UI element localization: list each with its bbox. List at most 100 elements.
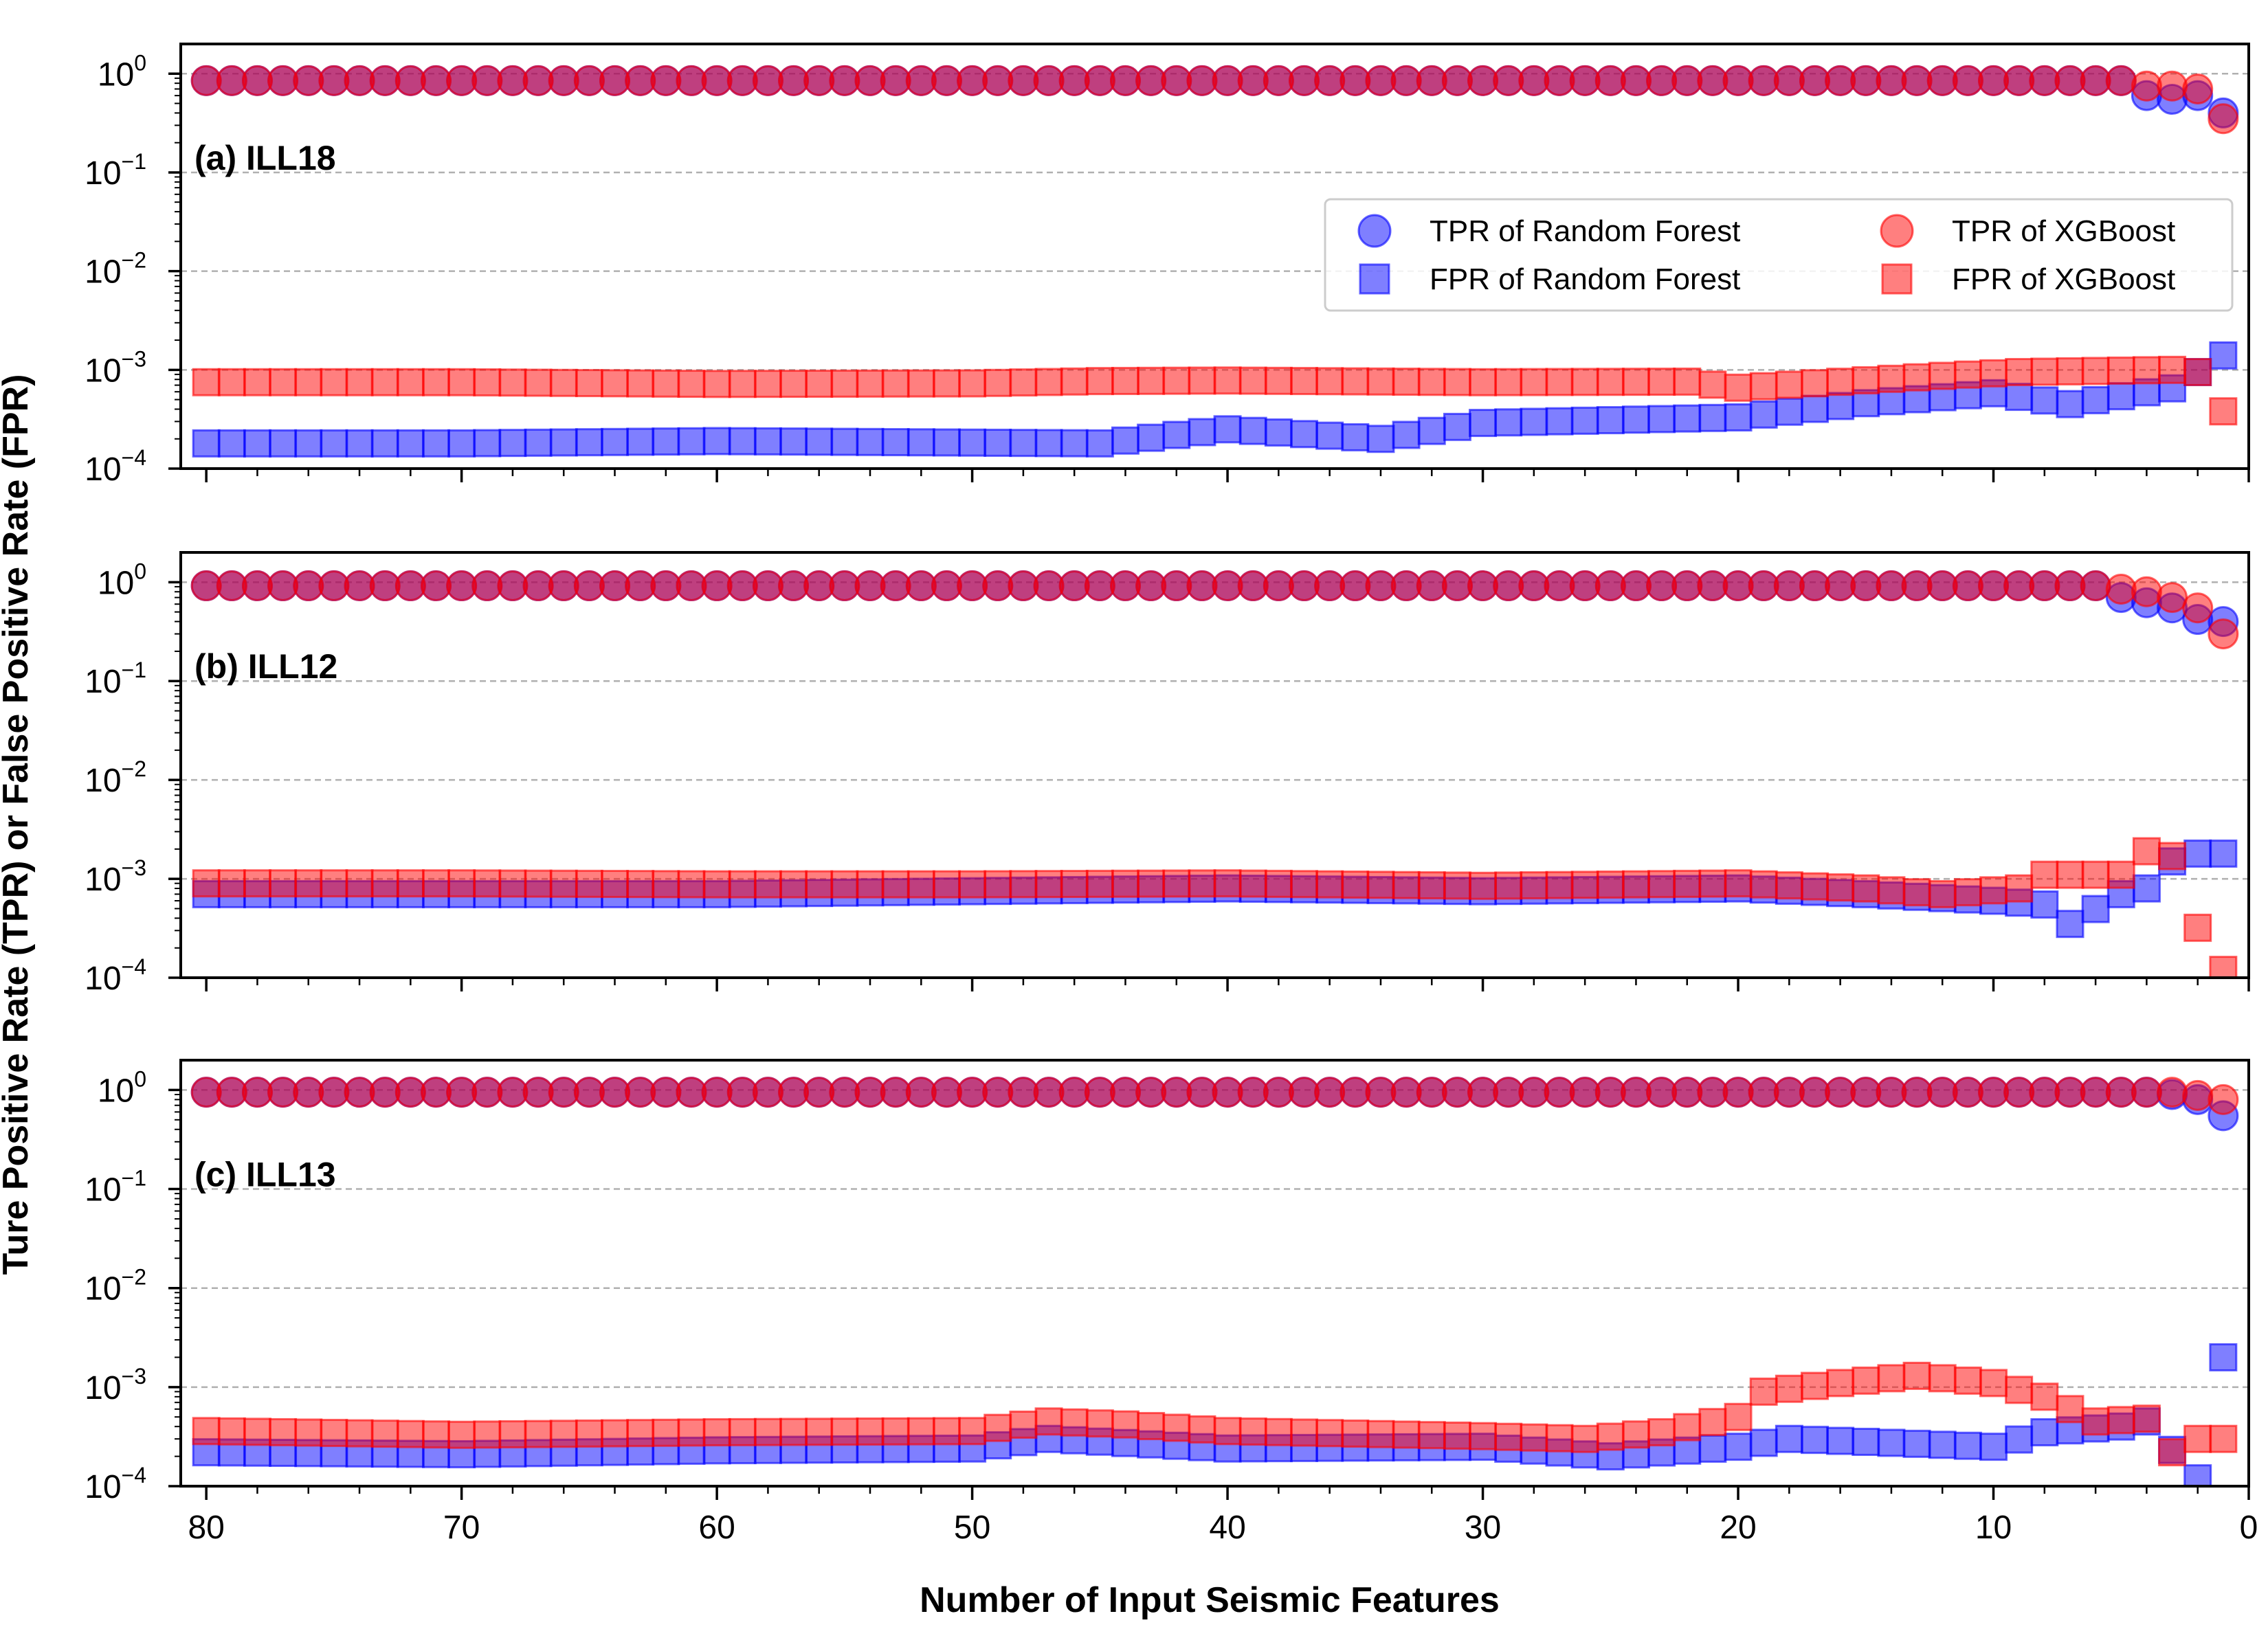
xgb-fpr-point [421,869,450,898]
xgb-fpr-point [447,368,476,396]
xgb-fpr-point [396,869,425,898]
xgb-fpr-point [1826,1369,1855,1398]
xgb-fpr-point [1698,869,1727,898]
xgb-tpr-point [2208,618,2239,650]
xgb-fpr-point [1545,1424,1574,1452]
xgb-fpr-point [1137,366,1166,395]
xgb-fpr-point [983,368,1012,397]
xgb-fpr-point [2005,1376,2034,1404]
xgb-fpr-point [498,368,527,397]
xgb-fpr-point [1238,1417,1267,1446]
legend-marker-square [1881,263,1913,295]
x-axis-title: Number of Input Seismic Features [920,1580,1500,1620]
xgb-fpr-point [1852,366,1880,394]
xgb-fpr-point [779,370,808,399]
xgb-fpr-point [626,870,655,899]
xgb-fpr-point [345,1419,374,1448]
rf-fpr-point [983,428,1012,457]
xgb-fpr-point [1724,869,1753,898]
y-tick-exponent: −2 [122,248,146,273]
rf-fpr-point [1826,392,1855,420]
rf-fpr-point [2030,1418,2059,1447]
xgb-fpr-point [243,869,271,898]
xgb-fpr-point [1928,361,1957,390]
xgb-fpr-point [1775,1374,1803,1403]
rf-fpr-point [1673,1436,1702,1465]
xgb-fpr-point [1188,869,1216,898]
xgb-fpr-point [1366,871,1395,899]
y-tick-label: 10−2 [85,756,146,799]
rf-fpr-point [1800,394,1829,423]
y-tick-label: 10−1 [85,1166,146,1209]
markers [190,65,2239,458]
panel-2: 100 10−1 10−2 10−3 10−4 (b) ILL12 [85,551,2250,997]
xgb-fpr-point [881,369,910,398]
xgb-fpr-point [1953,1366,1982,1395]
xgb-tpr-point [2182,74,2214,105]
rf-fpr-point [1749,400,1778,429]
y-tick-exponent: −2 [122,756,146,781]
rf-fpr-point [1238,416,1267,445]
xgb-fpr-point [2030,860,2059,889]
xgb-fpr-point [320,869,348,898]
xgb-fpr-point [1315,870,1344,899]
x-tick-label: 40 [1209,1510,1245,1546]
panel-frame [179,551,2250,979]
xgb-fpr-point [1034,368,1063,396]
xgb-fpr-point [1775,370,1803,399]
rf-fpr-point [2056,390,2084,418]
xgb-fpr-point [1341,870,1370,899]
xgb-fpr-point [1137,869,1166,898]
rf-fpr-point [1852,1428,1880,1457]
xgb-tpr-point [2080,570,2111,602]
rf-fpr-point [1034,429,1063,458]
xgb-fpr-point [396,1420,425,1448]
xgb-fpr-point [1724,373,1753,402]
xgb-fpr-point [2081,357,2110,385]
xgb-fpr-point [830,870,859,899]
xgb-fpr-point [2158,355,2187,384]
rf-fpr-point [1188,418,1216,447]
xgb-fpr-point [549,869,578,898]
xgb-fpr-point [1877,876,1906,905]
y-tick-exponent: −3 [122,346,146,371]
x-tick-label: 80 [188,1510,224,1546]
xgb-fpr-point [192,1417,221,1446]
rf-fpr-point [294,429,323,458]
xgb-fpr-point [1928,1364,1957,1393]
rf-fpr-point [856,427,885,456]
xgb-fpr-point [320,1419,348,1448]
rf-fpr-point [1443,412,1471,441]
xgb-fpr-point [1111,1410,1139,1439]
xgb-fpr-point [2183,1424,2212,1453]
rf-fpr-point [626,427,655,456]
xgb-fpr-point [1290,1418,1319,1447]
xgb-fpr-point [881,1417,910,1446]
y-tick-exponent: −4 [122,954,146,979]
xgb-fpr-point [2158,1438,2187,1467]
panel-1: 100 10−1 10−2 10−3 10−4 (a) ILL18 [85,43,2250,488]
xgb-fpr-point [779,1417,808,1446]
xgb-fpr-point [549,368,578,397]
xgb-fpr-point [1315,1419,1344,1448]
xgb-fpr-point [1469,368,1498,396]
xgb-fpr-point [652,369,680,398]
xgb-fpr-point [294,869,323,898]
xgb-fpr-point [1902,878,1931,907]
rf-fpr-point [2056,910,2084,939]
xgb-fpr-point [1953,360,1982,389]
xgb-fpr-point [1137,1412,1166,1441]
rf-fpr-point [2081,385,2110,414]
xgb-fpr-point [524,869,553,898]
xgb-fpr-point [473,368,502,397]
y-tick-label: 10−2 [85,248,146,291]
xgb-fpr-point [805,1417,834,1446]
rf-fpr-point [601,427,630,456]
rf-fpr-point [1698,1434,1727,1463]
xgb-fpr-point [728,870,757,899]
xgb-fpr-point [1673,869,1702,898]
legend-label: FPR of Random Forest [1430,262,1740,296]
xgb-fpr-point [983,1413,1012,1442]
xgb-fpr-point [626,369,655,398]
rf-fpr-point [473,429,502,458]
